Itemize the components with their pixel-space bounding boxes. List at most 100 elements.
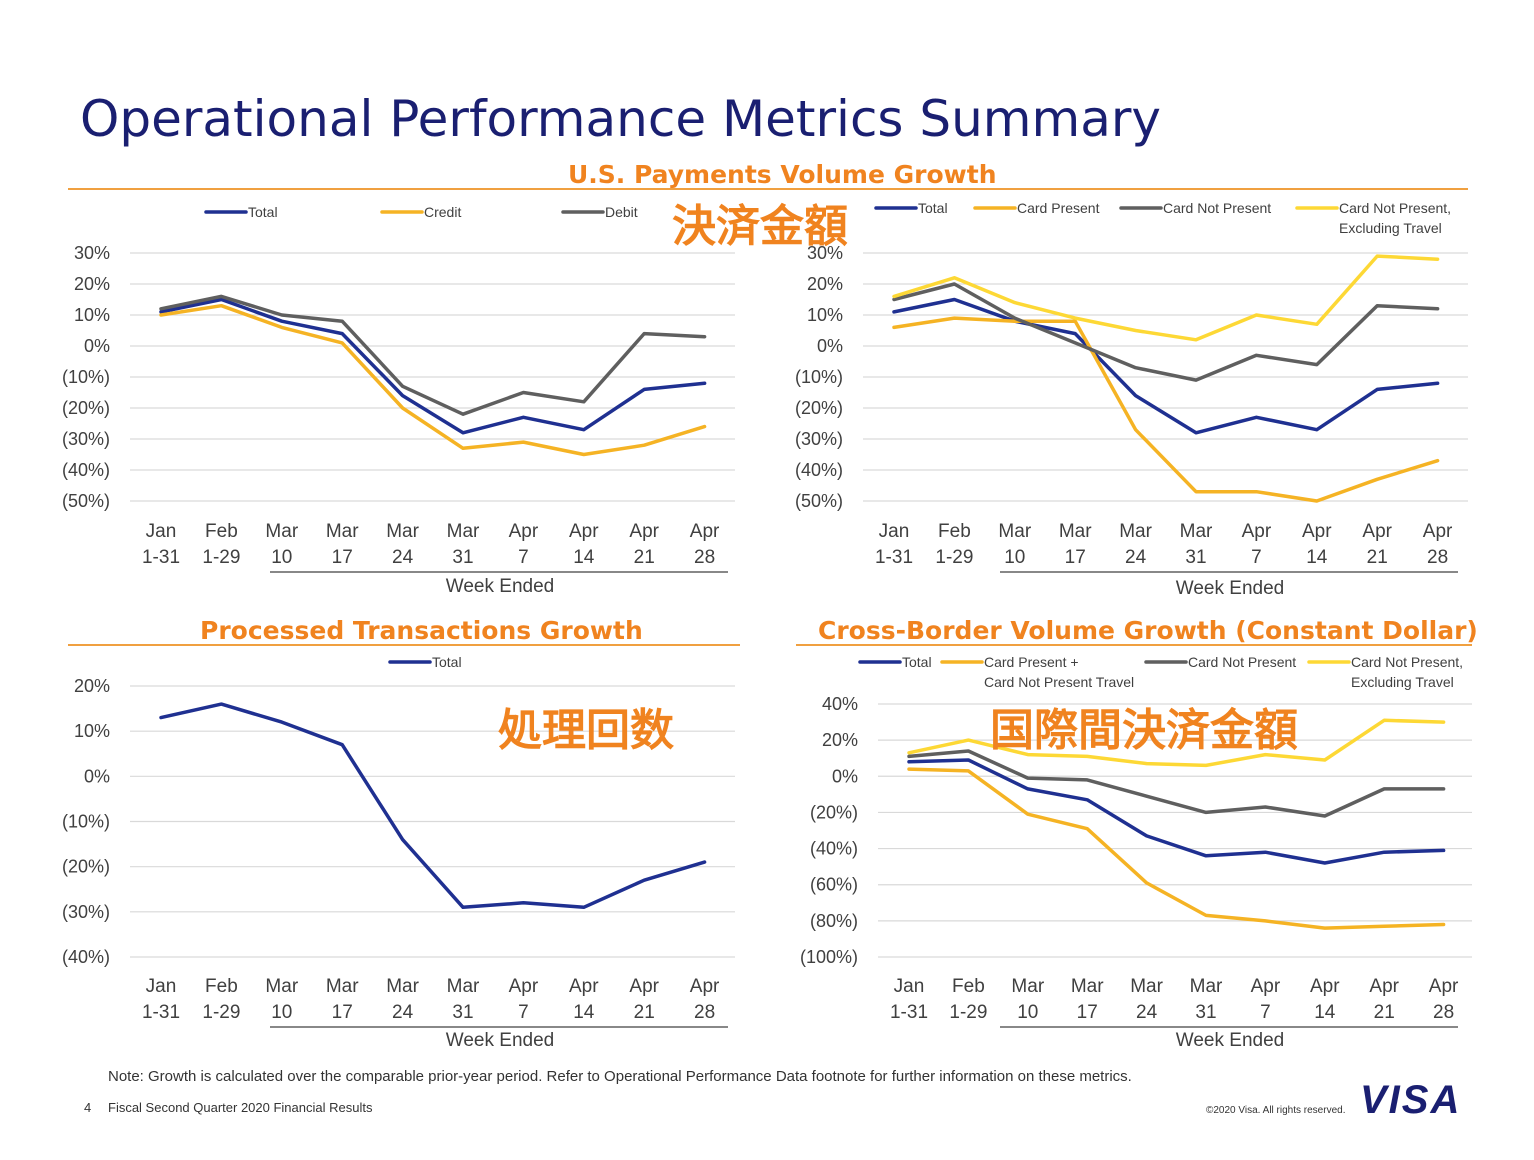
us-payments-title: U.S. Payments Volume Growth [568, 160, 997, 189]
series-line-card-not-present [907, 749, 1446, 818]
x-tick-label-bottom: 24 [1136, 1002, 1158, 1023]
x-tick-label-bottom: 10 [1004, 547, 1025, 568]
y-tick-label: (50%) [62, 491, 110, 511]
y-tick-label: (20%) [62, 857, 110, 877]
x-tick-label-bottom: 10 [271, 547, 292, 568]
x-tick-label-top: Mar [447, 521, 480, 542]
x-tick-label-top: Mar [1011, 976, 1044, 997]
x-tick-label-top: Mar [1059, 521, 1092, 542]
cross-border-rule [796, 644, 1472, 646]
y-tick-label: 20% [74, 274, 110, 294]
x-tick-label-top: Apr [629, 521, 659, 542]
y-tick-label: (10%) [795, 367, 843, 387]
x-tick-label-top: Mar [265, 976, 298, 997]
copyright: ©2020 Visa. All rights reserved. [1206, 1105, 1346, 1116]
y-tick-label: (80%) [810, 911, 858, 931]
x-tick-label-top: Mar [1190, 976, 1223, 997]
x-tick-label-top: Mar [1180, 521, 1213, 542]
x-tick-label-top: Apr [1362, 521, 1392, 542]
x-tick-label-top: Apr [1302, 521, 1332, 542]
x-tick-label-bottom: 1-31 [142, 547, 180, 568]
x-tick-label-bottom: 7 [1260, 1002, 1271, 1023]
x-tick-label-bottom: 1-29 [202, 547, 240, 568]
x-tick-label-top: Apr [1251, 976, 1281, 997]
x-tick-label-bottom: 24 [1125, 547, 1147, 568]
series-line-card-present [892, 316, 1440, 503]
cross-border-jp-overlay: 国際間決済金額 [990, 705, 1298, 756]
x-tick-label-bottom: 21 [634, 547, 655, 568]
x-tick-label-bottom: 31 [1185, 547, 1206, 568]
y-tick-label: (100%) [800, 947, 858, 967]
y-tick-label: 0% [84, 766, 110, 786]
legend-label: Excluding Travel [1339, 220, 1442, 236]
y-tick-label: 10% [74, 305, 110, 325]
x-tick-label-bottom: 7 [1251, 547, 1262, 568]
x-tick-label-bottom: 1-31 [890, 1002, 928, 1023]
x-tick-label-bottom: 14 [573, 1002, 595, 1023]
x-tick-label-bottom: 1-29 [949, 1002, 987, 1023]
x-tick-label-bottom: 10 [1017, 1002, 1038, 1023]
x-tick-label-top: Mar [386, 521, 419, 542]
y-tick-label: (10%) [62, 812, 110, 832]
x-tick-label-top: Mar [265, 521, 298, 542]
x-tick-label-bottom: 7 [518, 547, 529, 568]
x-tick-label-top: Apr [690, 521, 720, 542]
x-tick-label-top: Mar [447, 976, 480, 997]
x-tick-label-top: Apr [1242, 521, 1272, 542]
us-payments-rule [68, 188, 1468, 190]
processed-rule [68, 644, 740, 646]
x-tick-label-top: Feb [938, 521, 971, 542]
y-tick-label: (50%) [795, 491, 843, 511]
y-tick-label: (20%) [62, 398, 110, 418]
x-tick-label-bottom: 31 [452, 547, 473, 568]
y-tick-label: 30% [74, 243, 110, 263]
x-tick-label-top: Apr [569, 521, 599, 542]
x-tick-label-bottom: 28 [1433, 1002, 1454, 1023]
x-tick-label-top: Apr [1369, 976, 1399, 997]
series-line-card-not-present-excluding-travel [907, 718, 1446, 768]
processed-title: Processed Transactions Growth [200, 616, 643, 645]
footnote: Note: Growth is calculated over the comp… [108, 1068, 1132, 1085]
y-tick-label: (40%) [62, 460, 110, 480]
x-axis-title: Week Ended [1176, 1030, 1284, 1051]
x-tick-label-bottom: 7 [518, 1002, 529, 1023]
x-tick-label-top: Mar [998, 521, 1031, 542]
x-tick-label-top: Mar [386, 976, 419, 997]
legend-label: Excluding Travel [1351, 674, 1454, 690]
legend-label: Card Not Present, [1339, 200, 1451, 216]
footer-label: Fiscal Second Quarter 2020 Financial Res… [108, 1100, 373, 1115]
x-tick-label-bottom: 21 [634, 1002, 655, 1023]
x-tick-label-top: Apr [509, 976, 539, 997]
x-tick-label-top: Mar [1119, 521, 1152, 542]
x-tick-label-top: Mar [326, 521, 359, 542]
y-tick-label: (10%) [62, 367, 110, 387]
x-tick-label-bottom: 17 [332, 1002, 353, 1023]
x-tick-label-top: Mar [1130, 976, 1163, 997]
x-tick-label-top: Feb [205, 976, 238, 997]
x-tick-label-bottom: 28 [694, 1002, 715, 1023]
x-tick-label-top: Feb [952, 976, 985, 997]
x-axis-title: Week Ended [446, 1030, 554, 1051]
series-line-credit [159, 303, 707, 457]
legend-label: Credit [424, 204, 461, 220]
y-tick-label: 10% [74, 721, 110, 741]
x-tick-label-top: Jan [146, 976, 177, 997]
legend-label: Total [248, 204, 278, 220]
y-tick-label: 30% [807, 243, 843, 263]
x-tick-label-bottom: 17 [1065, 547, 1086, 568]
x-tick-label-bottom: 21 [1374, 1002, 1395, 1023]
x-tick-label-top: Jan [879, 521, 910, 542]
legend-label: Card Not Present [1163, 200, 1271, 216]
series-line-card-not-present-excluding-travel [892, 254, 1440, 342]
x-tick-label-top: Apr [690, 976, 720, 997]
series-line-total [159, 297, 707, 435]
legend-label: Total [902, 654, 932, 670]
x-tick-label-bottom: 14 [573, 547, 595, 568]
x-tick-label-bottom: 14 [1306, 547, 1328, 568]
series-line-card-present-card-not-present-travel [907, 767, 1446, 930]
legend-label: Card Not Present [1188, 654, 1296, 670]
y-tick-label: (40%) [810, 839, 858, 859]
y-tick-label: 0% [832, 766, 858, 786]
